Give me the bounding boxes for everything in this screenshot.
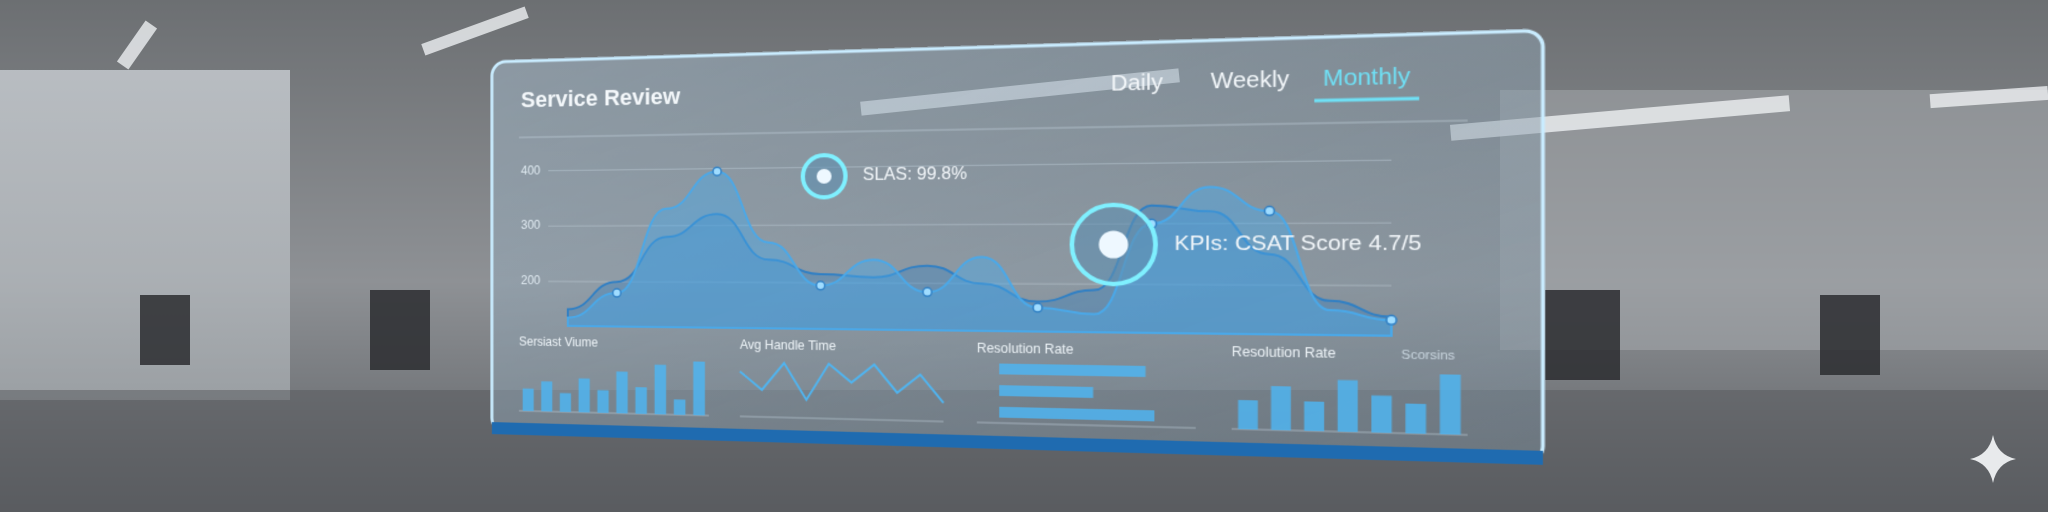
kpi-icon: [1098, 230, 1129, 259]
point: [613, 289, 621, 297]
dashboard: Service Review Daily Weekly Monthly 400 300 2…: [490, 28, 1546, 472]
y-tick-label: 300: [521, 219, 541, 232]
panel-frame: [492, 30, 1543, 462]
kpi-label: SLAS: 99.8%: [863, 165, 967, 185]
tab[interactable]: Monthly: [1323, 64, 1411, 92]
panel-title: Resolution Rate: [1232, 345, 1337, 361]
bar: [597, 390, 609, 414]
floor: [0, 390, 2048, 512]
glass-panel: Service Review Daily Weekly Monthly 400 300 2…: [490, 28, 1546, 472]
bar: [1371, 395, 1392, 433]
bar: [1238, 399, 1258, 430]
point: [1386, 315, 1396, 324]
bar: [541, 381, 553, 412]
bar: [559, 393, 572, 413]
panel-title: Avg Handle Time: [740, 338, 837, 353]
furniture: [140, 290, 1880, 380]
bar: [693, 361, 705, 416]
bar: [999, 385, 1094, 398]
tab[interactable]: Weekly: [1211, 67, 1290, 94]
bar: [654, 364, 667, 415]
point: [1033, 303, 1042, 312]
bar: [1304, 401, 1325, 432]
kpi-label: KPIs: CSAT Score 4.7/5: [1174, 230, 1421, 255]
panel-title: Resolution Rate: [977, 342, 1074, 358]
bar: [635, 387, 647, 414]
sparkle-icon: [1970, 435, 2016, 483]
bar: [616, 371, 628, 414]
point: [713, 167, 721, 175]
point: [1265, 206, 1275, 215]
bar: [1270, 386, 1291, 431]
bar: [578, 378, 590, 413]
title: Service Review: [521, 82, 681, 112]
bar: [1337, 379, 1358, 433]
tab-underline: [1314, 98, 1419, 100]
tab[interactable]: Daily: [1111, 71, 1163, 97]
point: [816, 281, 825, 289]
bar: [522, 388, 534, 412]
bar: [1405, 403, 1427, 434]
panel-edge: [491, 422, 1543, 465]
bar: [673, 399, 686, 415]
bar: [1439, 374, 1461, 435]
y-tick-label: 400: [521, 164, 541, 178]
point: [923, 288, 932, 297]
panel-subtitle: Scorsins: [1401, 348, 1455, 363]
area: [568, 163, 1392, 335]
y-tick-label: 200: [521, 274, 541, 287]
panel-title: Sersiast Viume: [519, 335, 598, 350]
